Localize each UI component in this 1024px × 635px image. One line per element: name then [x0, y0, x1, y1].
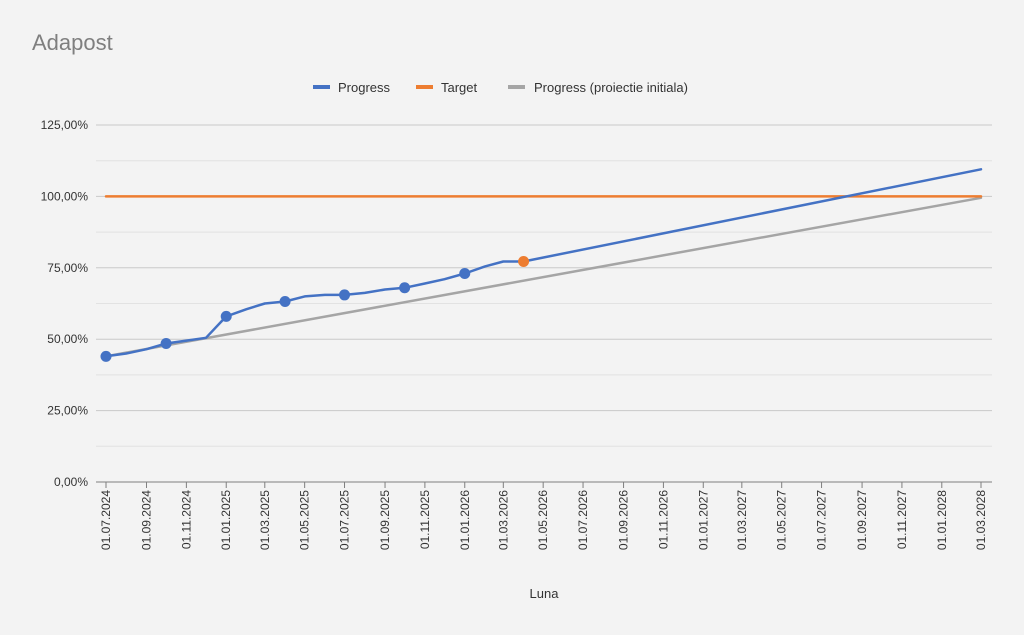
x-tick-label: 01.09.2024: [140, 490, 154, 550]
x-tick-label: 01.09.2027: [855, 490, 869, 550]
x-tick-label: 01.01.2027: [696, 490, 710, 550]
x-tick-label: 01.07.2027: [815, 490, 829, 550]
x-tick-label: 01.01.2025: [219, 490, 233, 550]
x-tick-label: 01.03.2025: [258, 490, 272, 550]
x-tick-label: 01.09.2025: [378, 490, 392, 550]
x-tick-label: 01.07.2026: [576, 490, 590, 550]
legend-label: Progress: [338, 80, 391, 95]
y-tick-label: 50,00%: [47, 332, 88, 346]
data-point-marker: [160, 337, 172, 349]
x-tick-label: 01.11.2027: [895, 490, 909, 549]
data-point-marker: [518, 256, 530, 268]
x-tick-label: 01.01.2028: [935, 490, 949, 550]
y-tick-label: 75,00%: [47, 261, 88, 275]
data-point-marker: [399, 282, 411, 294]
x-tick-label: 01.09.2026: [617, 490, 631, 550]
y-tick-label: 0,00%: [54, 475, 88, 489]
data-point-marker: [459, 268, 471, 280]
x-tick-label: 01.07.2024: [99, 490, 113, 550]
x-tick-label: 01.07.2025: [338, 490, 352, 550]
data-point-marker: [100, 350, 112, 362]
x-tick-label: 01.05.2025: [298, 490, 312, 550]
x-tick-label: 01.11.2024: [179, 490, 193, 549]
y-tick-label: 100,00%: [41, 189, 89, 203]
series-line-progress-proiectie-initiala: [104, 196, 983, 358]
x-tick-label: 01.03.2026: [496, 490, 510, 550]
legend-label: Target: [441, 80, 478, 95]
data-point-marker: [339, 289, 351, 301]
data-point-marker: [220, 310, 232, 322]
x-tick-label: 01.05.2026: [536, 490, 550, 550]
x-tick-label: 01.01.2026: [458, 490, 472, 550]
chart-title: Adapost: [32, 30, 113, 55]
x-axis-title: Luna: [530, 586, 560, 601]
x-tick-label: 01.03.2027: [735, 490, 749, 550]
y-tick-label: 125,00%: [41, 118, 89, 132]
x-tick-label: 01.03.2028: [974, 490, 988, 550]
legend-label: Progress (proiectie initiala): [534, 80, 688, 95]
x-tick-label: 01.11.2025: [418, 490, 432, 549]
y-tick-label: 25,00%: [47, 404, 88, 418]
x-tick-label: 01.11.2026: [656, 490, 670, 549]
series-line-progress: [104, 168, 983, 358]
data-point-marker: [279, 296, 291, 308]
x-tick-label: 01.05.2027: [775, 490, 789, 550]
